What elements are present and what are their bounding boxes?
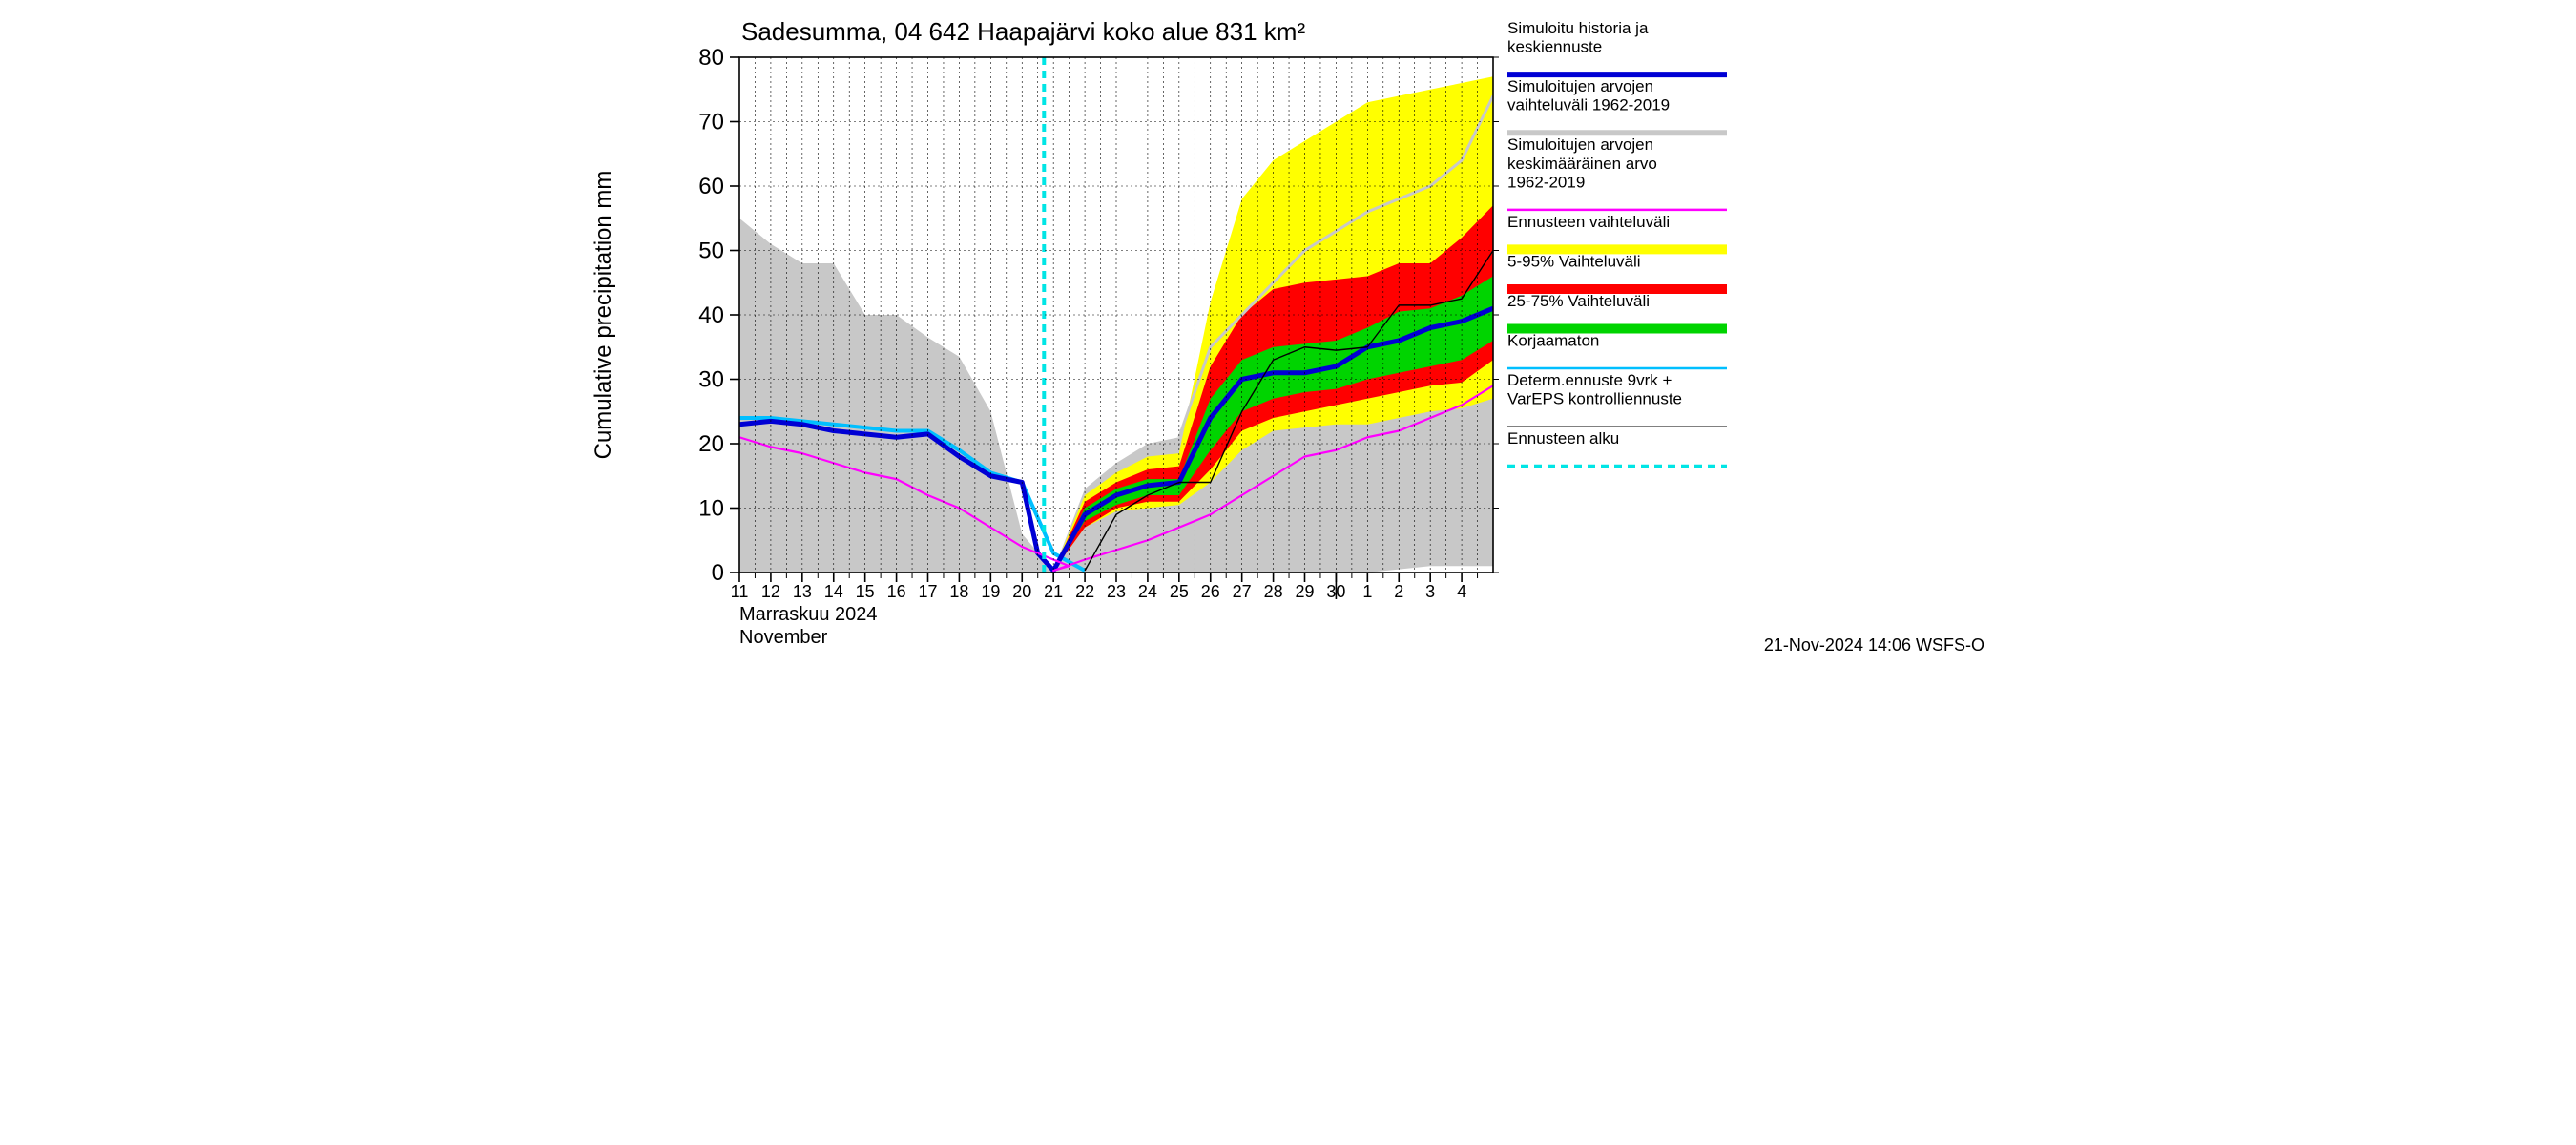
legend-label: Ennusteen vaihteluväli [1507,213,1670,231]
chart-svg: 0102030405060708011121314151617181920212… [572,0,2004,668]
legend-label: Ennusteen alku [1507,429,1619,448]
x-tick-label: 15 [856,582,875,601]
x-tick-label: 27 [1233,582,1252,601]
y-tick-label: 40 [698,302,724,328]
x-tick-label: 2 [1394,582,1403,601]
y-tick-label: 20 [698,431,724,457]
y-tick-label: 70 [698,110,724,135]
x-tick-label: 24 [1138,582,1157,601]
legend-label: 25-75% Vaihteluväli [1507,292,1650,310]
x-tick-label: 20 [1012,582,1031,601]
y-tick-label: 80 [698,45,724,71]
legend-label: 5-95% Vaihteluväli [1507,252,1641,270]
y-tick-label: 60 [698,174,724,199]
y-tick-label: 50 [698,239,724,264]
legend-label: keskiennuste [1507,38,1602,56]
y-axis-label: Cumulative precipitation mm [591,171,616,460]
x-tick-label: 25 [1170,582,1189,601]
legend-label: 1962-2019 [1507,173,1585,191]
x-tick-label: 16 [887,582,906,601]
x-tick-label: 23 [1107,582,1126,601]
chart-title: Sadesumma, 04 642 Haapajärvi koko alue 8… [741,17,1305,46]
x-tick-label: 3 [1425,582,1435,601]
y-tick-label: 10 [698,496,724,522]
x-tick-label: 18 [949,582,968,601]
legend-label: keskimääräinen arvo [1507,155,1657,173]
legend-label: VarEPS kontrolliennuste [1507,390,1682,408]
legend-label: Simuloitujen arvojen [1507,77,1653,95]
y-tick-label: 30 [698,367,724,393]
legend-label: vaihteluväli 1962-2019 [1507,96,1670,114]
x-tick-label: 21 [1044,582,1063,601]
timestamp: 21-Nov-2024 14:06 WSFS-O [1764,635,1984,655]
legend-label: Simuloitujen arvojen [1507,135,1653,154]
x-tick-label: 11 [731,582,749,601]
x-tick-label: 17 [918,582,937,601]
x-tick-label: 22 [1075,582,1094,601]
legend-label: Korjaamaton [1507,332,1599,350]
x-tick-label: 1 [1362,582,1372,601]
legend-label: Simuloitu historia ja [1507,19,1649,37]
x-tick-label: 4 [1457,582,1466,601]
x-tick-label: 14 [824,582,843,601]
x-tick-label: 19 [981,582,1000,601]
y-tick-label: 0 [712,560,724,586]
x-tick-label: 12 [761,582,780,601]
x-tick-label: 29 [1295,582,1314,601]
x-month-label-2: November [739,627,828,648]
x-tick-label: 13 [793,582,812,601]
x-month-label-1: Marraskuu 2024 [739,604,878,625]
x-tick-label: 26 [1201,582,1220,601]
x-tick-label: 28 [1264,582,1283,601]
legend-label: Determ.ennuste 9vrk + [1507,371,1672,389]
chart-container: 0102030405060708011121314151617181920212… [572,0,2004,668]
